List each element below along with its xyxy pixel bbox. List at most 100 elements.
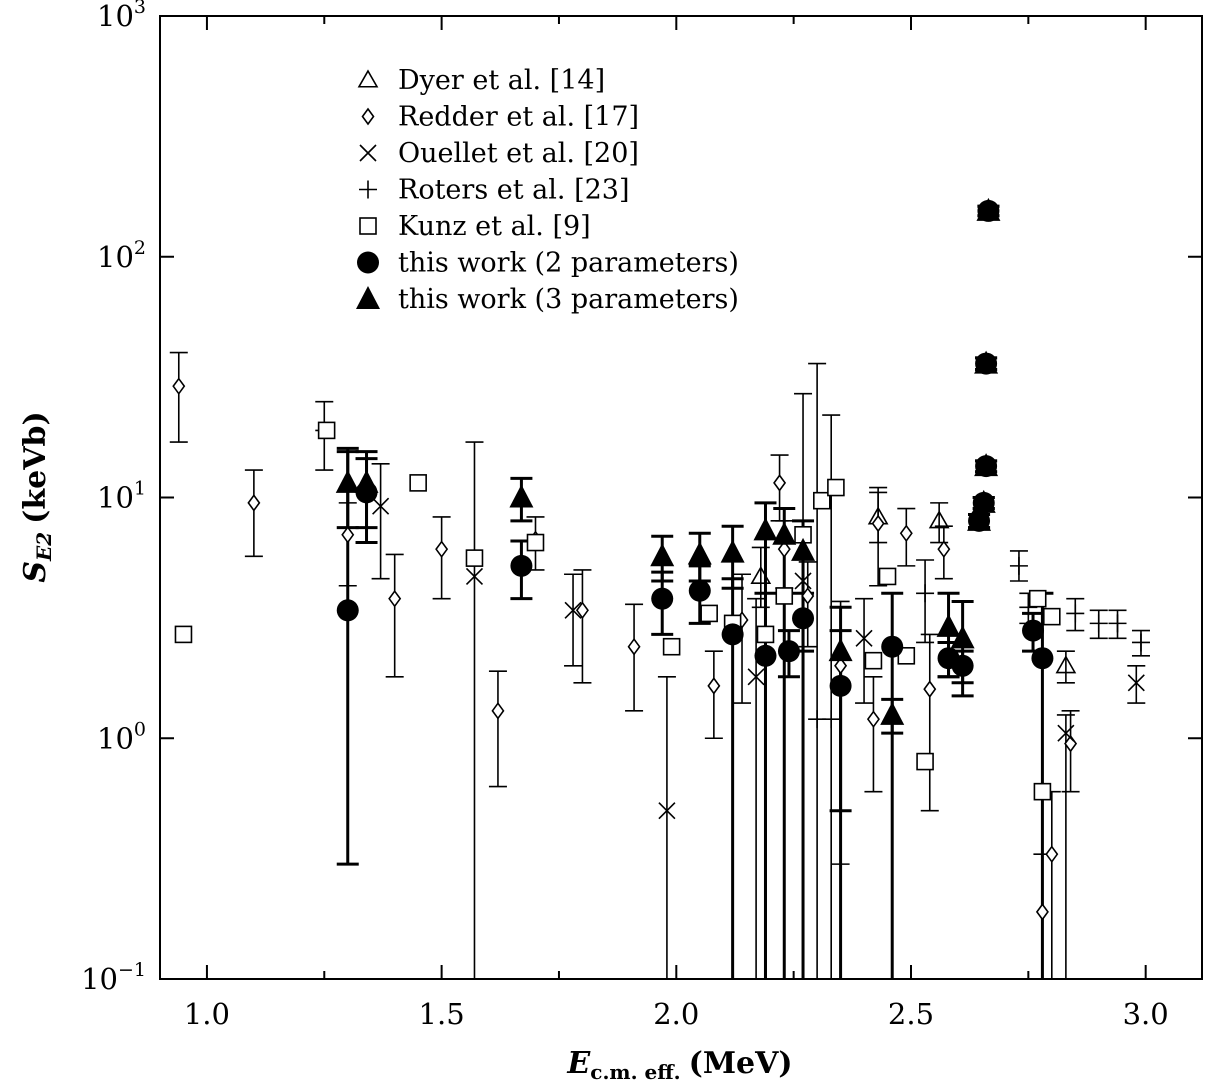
error-bar	[747, 597, 766, 979]
x-tick-label: 3.0	[1123, 997, 1169, 1031]
data-point-cross	[1057, 724, 1075, 742]
legend-label: Redder et al. [17]	[398, 102, 639, 133]
legend-marker-circle-filled	[357, 251, 379, 274]
data-point-circle-filled	[1022, 619, 1045, 642]
data-point-square-open	[174, 625, 193, 644]
legend-label: Roters et al. [23]	[398, 175, 630, 206]
data-point-plus	[1131, 633, 1150, 652]
y-tick-label: 103	[97, 0, 146, 33]
error-bar	[625, 603, 644, 712]
data-point-square-open	[1043, 607, 1061, 626]
data-point-diamond-open	[388, 589, 402, 608]
legend-marker-plus	[359, 180, 377, 199]
data-point-diamond-open	[627, 637, 641, 656]
data-point-diamond-open	[801, 587, 815, 605]
data-point-triangle-filled	[880, 701, 905, 725]
legend-marker-diamond-open	[361, 107, 375, 126]
legend-item: Roters et al. [23]	[359, 175, 630, 206]
legend-label: this work (3 parameters)	[398, 284, 739, 315]
legend-label: this work (2 parameters)	[398, 248, 739, 279]
data-point-cross	[372, 497, 390, 515]
x-tick-label: 2.0	[653, 997, 699, 1031]
data-point-triangle-filled	[828, 638, 853, 662]
data-point-diamond-open	[1035, 903, 1049, 921]
error-bar	[754, 501, 777, 979]
legend-item: Ouellet et al. [20]	[359, 138, 639, 169]
data-point-square-open	[465, 549, 484, 567]
data-point-circle-filled	[777, 640, 800, 663]
data-point-triangle-open	[928, 510, 950, 529]
error-bar	[244, 469, 263, 558]
data-point-square-open	[526, 533, 545, 552]
legend-item: Redder et al. [17]	[361, 102, 639, 133]
error-bar	[385, 553, 404, 678]
y-axis-label: SE2(keVb)	[18, 411, 56, 582]
data-point-circle-filled	[651, 587, 674, 610]
data-point-square-open	[662, 637, 681, 656]
data-point-diamond-open	[575, 601, 589, 620]
error-bar	[869, 486, 888, 587]
data-point-plus	[1066, 604, 1085, 623]
data-point-diamond-open	[899, 524, 913, 543]
legend-item: this work (2 parameters)	[357, 248, 739, 279]
data-point-square-open	[700, 604, 718, 623]
data-point-diamond-open	[1045, 845, 1059, 864]
data-point-triangle-filled	[650, 543, 675, 567]
y-tick-labels: 10−1 100 101 102 103	[81, 0, 146, 996]
error-bar	[1042, 790, 1061, 979]
data-point-square-open	[317, 421, 336, 440]
data-point-square-open	[756, 625, 775, 644]
data-point-diamond-open	[871, 514, 885, 533]
error-bar	[657, 675, 676, 979]
x-tick-labels: 1.0 1.5 2.0 2.5 3.0	[184, 997, 1169, 1031]
data-point-triangle-filled	[335, 469, 360, 493]
error-bar	[855, 597, 874, 704]
data-point-triangle-filled	[509, 484, 534, 508]
data-point-triangle-filled	[950, 625, 975, 649]
x-axis-label: Ec.m. eff. (MeV)	[566, 1046, 792, 1084]
data-point-triangle-filled	[687, 541, 712, 565]
data-point-cross	[564, 601, 582, 619]
error-bar	[169, 351, 188, 443]
data-point-triangle-open	[750, 565, 772, 584]
data-point-diamond-open	[923, 680, 937, 698]
error-bar	[465, 441, 484, 979]
data-point-circle-filled	[972, 491, 995, 514]
data-point-circle-filled	[754, 644, 777, 667]
data-point-circle-filled	[510, 554, 533, 577]
data-point-diamond-open	[777, 540, 791, 559]
error-bar	[573, 569, 592, 684]
error-bar	[864, 675, 883, 793]
data-point-triangle-filled	[791, 537, 816, 561]
data-point-diamond-open	[341, 525, 355, 544]
y-tick-label: 10−1	[81, 959, 146, 996]
y-tick-label: 102	[97, 237, 146, 274]
data-point-diamond-open	[435, 540, 449, 559]
data-point-square-open	[1033, 782, 1052, 801]
data-point-cross	[465, 567, 484, 586]
x-tick-label: 1.5	[419, 997, 465, 1031]
data-point-diamond-open	[773, 474, 787, 492]
data-point-cross	[1127, 674, 1145, 692]
data-point-circle-filled	[721, 623, 744, 646]
data-point-circle-filled	[975, 352, 998, 375]
error-bar	[773, 507, 796, 979]
error-bar	[488, 670, 507, 788]
data-point-triangle-filled	[753, 517, 778, 541]
data-point-square-open	[775, 587, 794, 605]
error-bar	[1056, 714, 1075, 979]
data-point-diamond-open	[1064, 734, 1078, 753]
data-point-square-open	[409, 474, 427, 492]
error-bar	[371, 463, 390, 580]
data-point-triangle-filled	[772, 521, 797, 545]
data-point-diamond-open	[937, 540, 951, 559]
data-point-plus	[1089, 614, 1108, 633]
data-point-plus	[916, 584, 935, 603]
error-bar	[564, 573, 583, 667]
data-point-square-open	[878, 567, 897, 586]
data-point-square-open	[1028, 589, 1047, 608]
data-point-diamond-open	[491, 701, 505, 720]
data-point-square-open	[864, 651, 883, 670]
x-tick-label: 2.5	[888, 997, 934, 1031]
legend-label: Ouellet et al. [20]	[398, 138, 639, 169]
